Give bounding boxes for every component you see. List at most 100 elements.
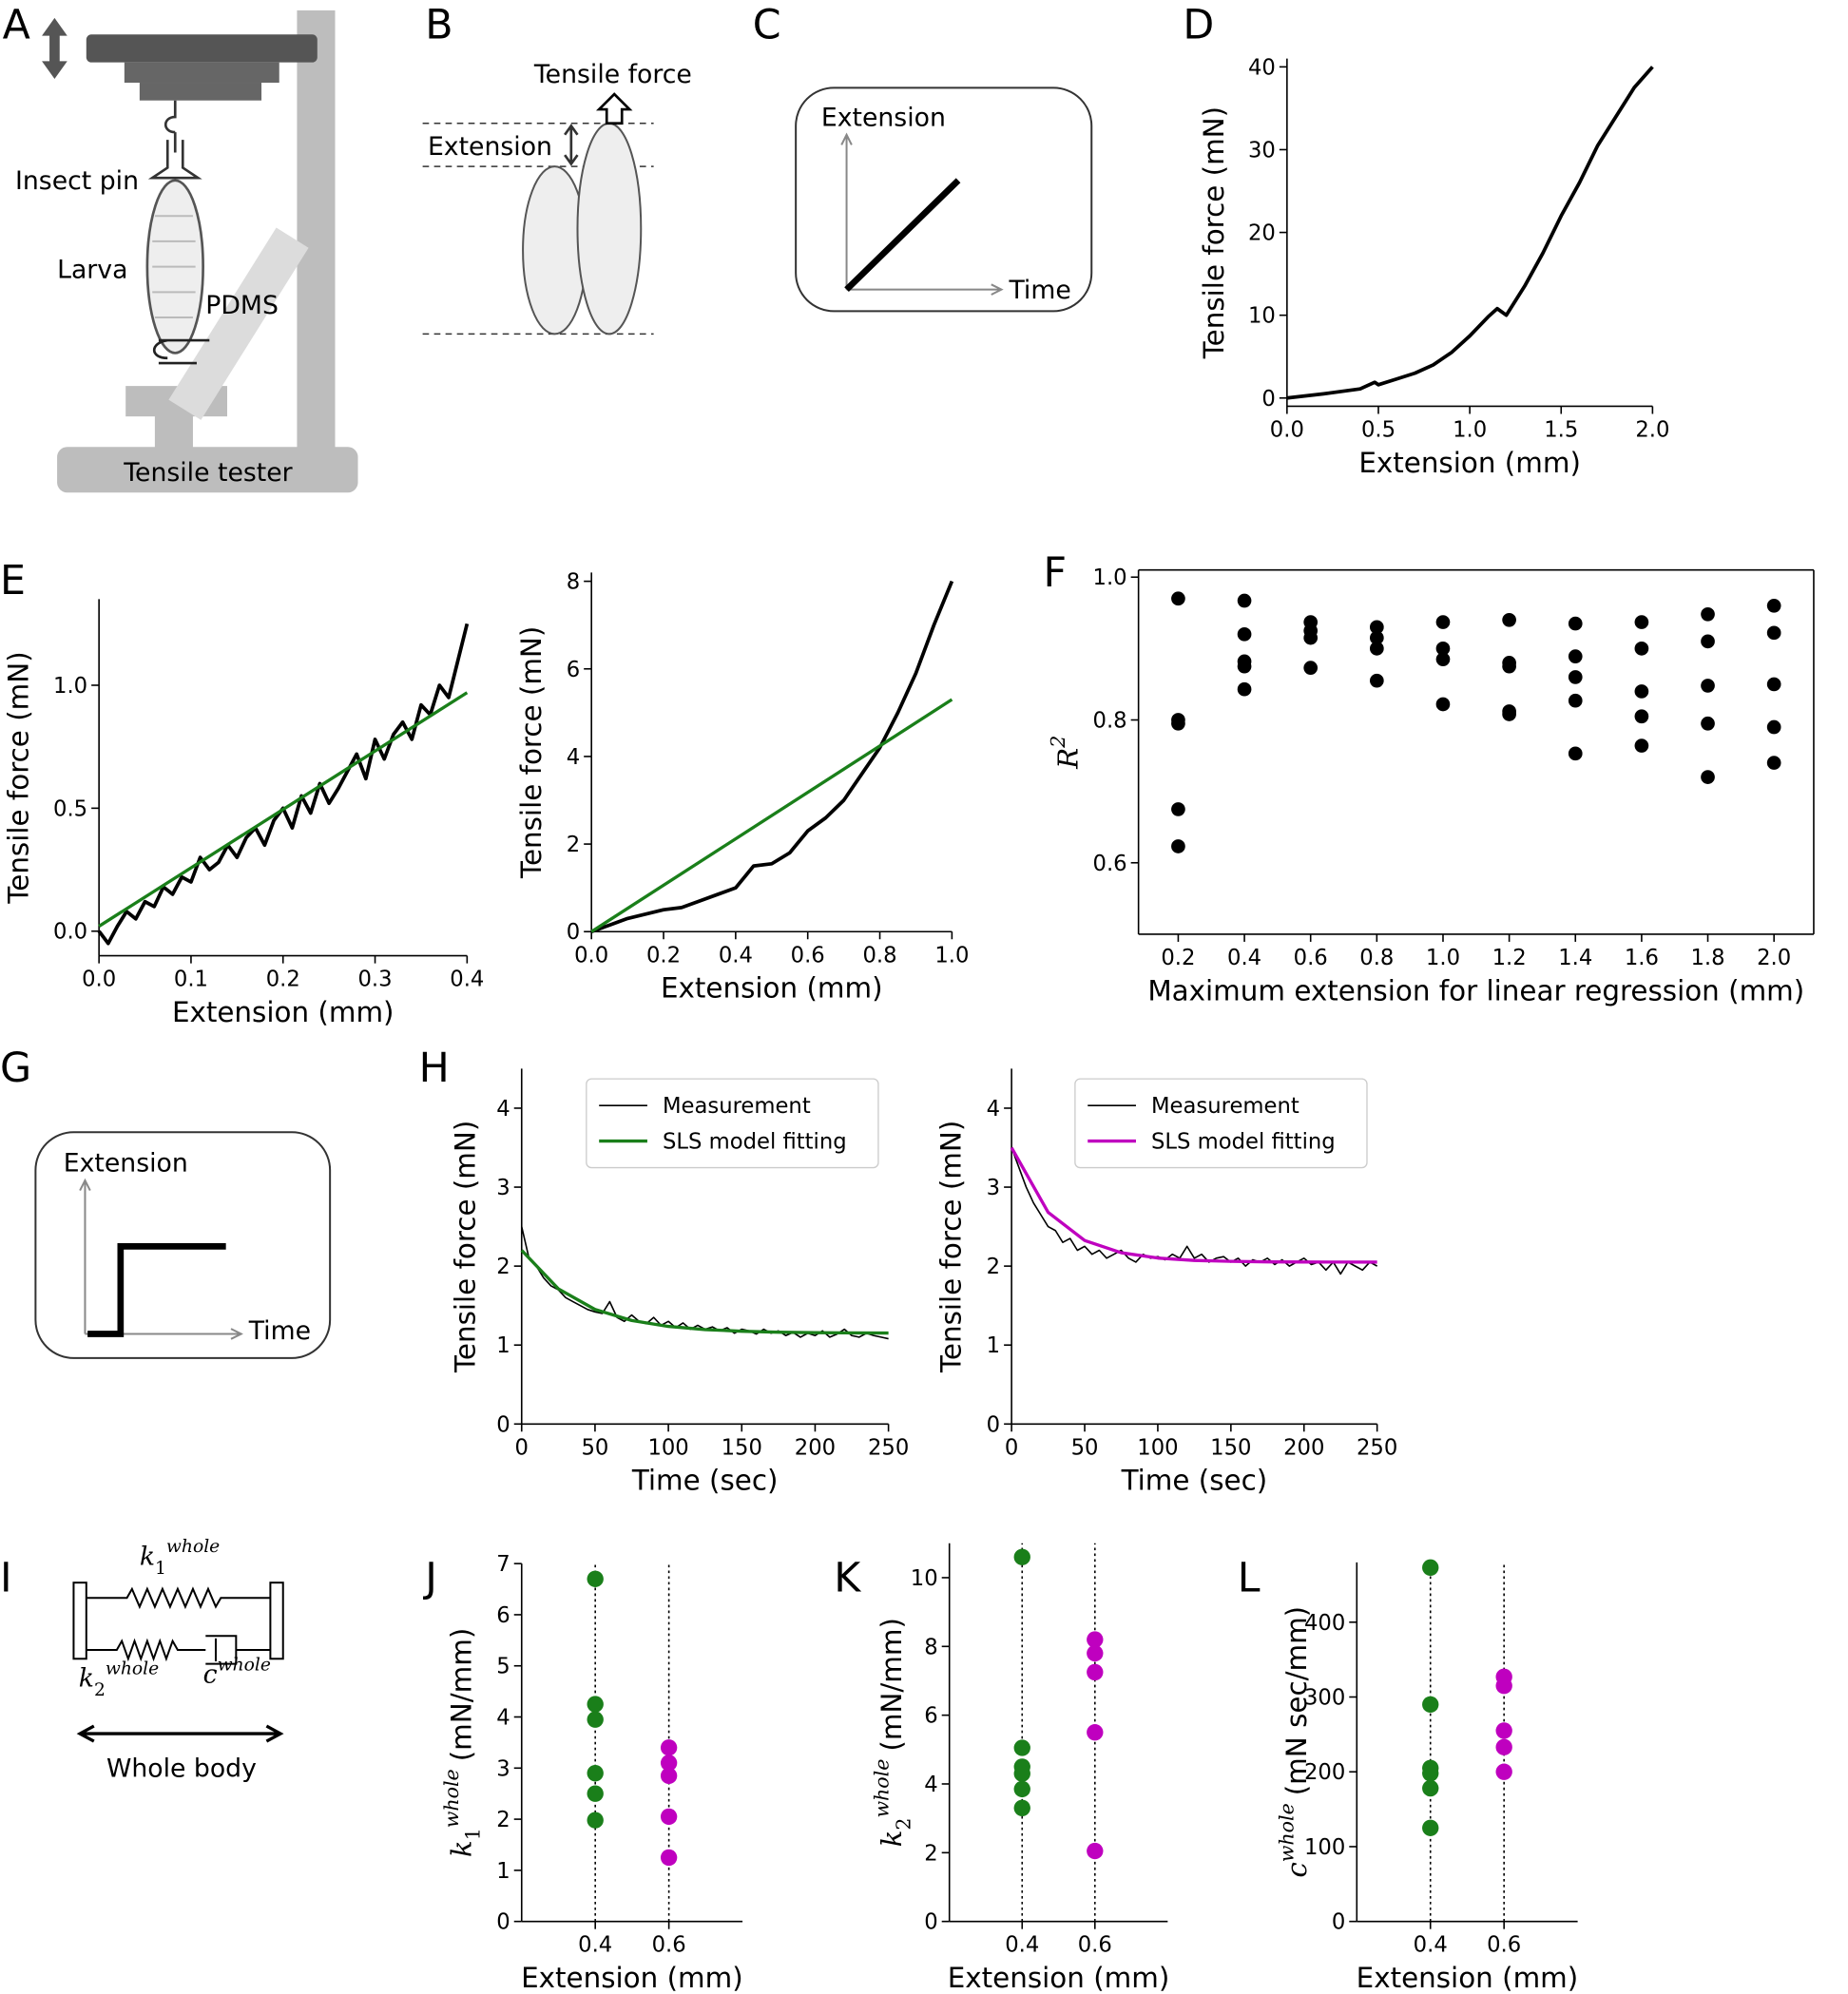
superscript: whole [166,1537,220,1557]
stretch-diagram: Tensile force Extension [422,60,692,336]
superscript: whole [440,1769,463,1828]
y-axis-label: Tensile force (mN) [935,1121,968,1373]
superscript: 2 [1047,736,1069,749]
panel-letter: E [0,557,26,604]
symbol: c [1280,1862,1313,1877]
move-arrow [42,17,67,80]
label: PDMS [205,291,279,320]
data-point [1502,659,1516,674]
data-point [587,1570,604,1587]
data-point [1568,616,1583,631]
plate [72,1582,87,1660]
y-tick-label: 8 [567,570,580,595]
y-tick-label: 0 [496,1412,510,1437]
data-point [1369,673,1384,688]
data-point [1171,802,1185,816]
y-tick-label: 1.0 [53,674,87,699]
chart: 0.0 0.5 1.0 1.5 2.0 0 10 20 30 40 Extension (mm) Te… [1198,55,1669,479]
data-point [1502,612,1516,627]
x-tick-label: 150 [722,1435,762,1460]
y-tick-label: 1.0 [1093,566,1127,590]
axes [79,1178,243,1340]
data-point [1171,839,1185,853]
frame [795,86,1093,313]
x-tick-label: 0.6 [791,943,825,968]
step [87,1243,226,1337]
data-point [587,1812,604,1829]
x-tick-label: 2.0 [1635,418,1669,443]
subscript: 1 [462,1828,485,1840]
data-point [587,1785,604,1802]
insect-pin [147,100,202,180]
y-tick-label: 2 [496,1808,510,1832]
data-point [1435,652,1451,666]
x-tick-label: 0.4 [450,968,484,992]
data-point [1701,606,1715,622]
label: Extension [428,132,552,162]
data-point [1013,1548,1030,1565]
y-axis-label: k1whole (mN/mm) [440,1628,485,1857]
data-line [1286,66,1654,400]
y-tick-label: 2 [567,833,580,857]
data-point [1087,1663,1104,1681]
x-tick-label: 1.4 [1558,946,1592,970]
y-axis-label: Tensile force (mN) [449,1121,481,1373]
y-tick-label: 0 [567,920,580,945]
y-tick-label: 10 [911,1566,938,1591]
data-point [1701,634,1715,649]
y-tick-label: 20 [1248,221,1276,246]
symbol: k [445,1840,477,1857]
x-tick-label: 1.8 [1690,946,1724,970]
symbol: k1whole [140,1537,220,1579]
y-tick-label: 0.8 [1093,709,1127,734]
data-point [1171,716,1185,731]
y-tick-label: 7 [496,1552,510,1577]
label: Tensile tester [123,458,292,488]
label: Extension [821,103,946,132]
y-tick-label: 0.6 [1093,852,1127,876]
x-tick-label: 0.0 [1270,418,1304,443]
legend-label: Measurement [663,1094,811,1119]
y-tick-label: 30 [1248,138,1276,163]
panel-letter: L [1238,1555,1261,1602]
data-point [660,1739,678,1756]
panel-letter: K [834,1555,861,1602]
y-tick-label: 0.0 [53,920,87,945]
data-point [660,1849,678,1867]
data-point [1369,630,1384,645]
chart: 0.0 0.1 0.2 0.3 0.4 0.0 0.5 1.0 Extension (mm) Te… [2,599,484,1028]
data-point [587,1765,604,1782]
data-point [1568,649,1583,663]
data-point [1435,697,1451,712]
data-point [587,1711,604,1728]
plate [269,1582,284,1660]
x-tick-label: 1.0 [1426,946,1460,970]
data-point [587,1696,604,1713]
data-point [1087,1644,1104,1662]
data-point [1766,625,1781,641]
x-tick-label: 0 [1005,1435,1018,1460]
legend-label: Measurement [1151,1094,1299,1119]
x-axis-label: Extension (mm) [948,1962,1170,1994]
data-point [1087,1842,1104,1860]
data-point [1237,593,1252,608]
y-tick-label: 4 [987,1097,1000,1122]
y-tick-label: 0 [924,1910,937,1935]
x-tick-label: 0.6 [652,1933,686,1958]
x-axis-label: Time (sec) [631,1465,779,1497]
data-point [1013,1739,1030,1756]
data-point [1634,615,1649,629]
x-tick-label: 0.3 [357,968,392,992]
ramp [844,178,961,293]
subscript: 1 [155,1559,166,1579]
x-tick-label: 50 [581,1435,608,1460]
superscript: whole [871,1759,894,1818]
unit: (mN/mm) [445,1628,477,1762]
label: Extension [64,1149,188,1179]
label: Whole body [106,1754,257,1783]
clamp [139,83,262,101]
y-tick-label: 40 [1248,55,1276,80]
subscript: 2 [892,1818,914,1831]
